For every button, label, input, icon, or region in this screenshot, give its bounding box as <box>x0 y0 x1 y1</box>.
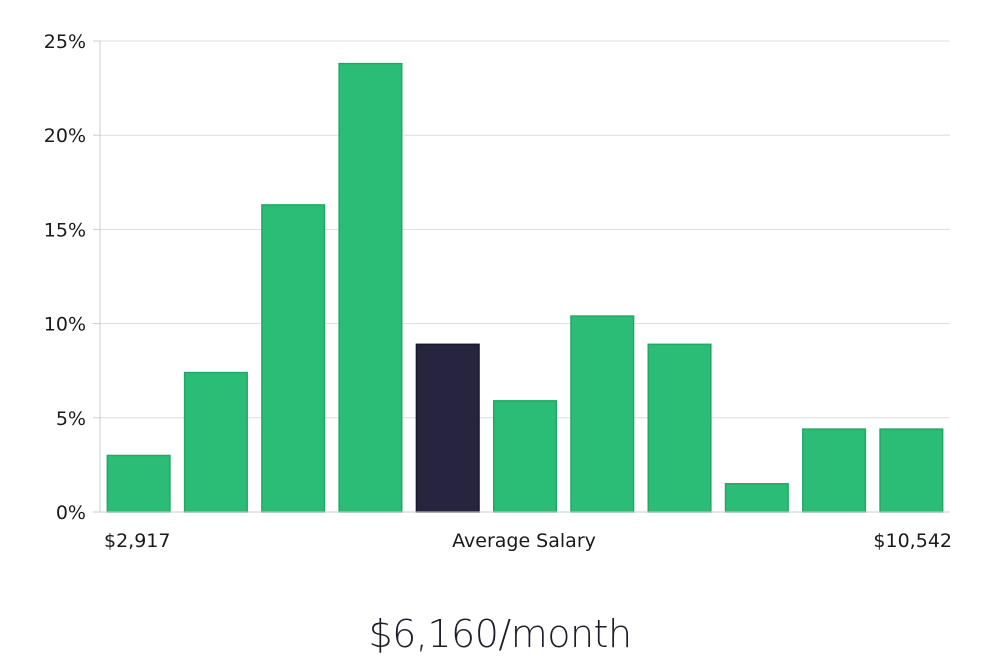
x-axis-label: Average Salary <box>452 530 596 552</box>
y-tick-label: 10% <box>44 314 86 336</box>
bar <box>106 454 171 513</box>
axes <box>93 40 950 513</box>
y-tick-label: 0% <box>56 502 86 524</box>
salary-histogram: 0% 5% 10% 15% 20% 25% $2,917 Average Salary $… <box>44 31 952 552</box>
bar <box>492 400 558 513</box>
average-salary-amount: $6,160/month <box>368 612 632 656</box>
y-tick-label: 20% <box>44 125 86 147</box>
bar <box>724 482 789 513</box>
bars <box>106 62 944 513</box>
bar-average-salary <box>415 343 480 513</box>
y-tick-label: 25% <box>44 31 86 53</box>
bar <box>183 371 248 513</box>
y-tick-label: 5% <box>56 408 86 430</box>
y-tick-labels: 0% 5% 10% 15% 20% 25% <box>44 31 86 524</box>
bar <box>338 62 403 513</box>
x-tick-label-max: $10,542 <box>873 530 952 552</box>
grid-lines <box>100 40 950 419</box>
bar <box>879 428 944 513</box>
x-tick-label-min: $2,917 <box>104 530 170 552</box>
bar <box>647 343 712 513</box>
bar <box>570 315 635 513</box>
bar <box>261 204 326 513</box>
bar <box>802 428 867 513</box>
y-tick-label: 15% <box>44 219 86 241</box>
